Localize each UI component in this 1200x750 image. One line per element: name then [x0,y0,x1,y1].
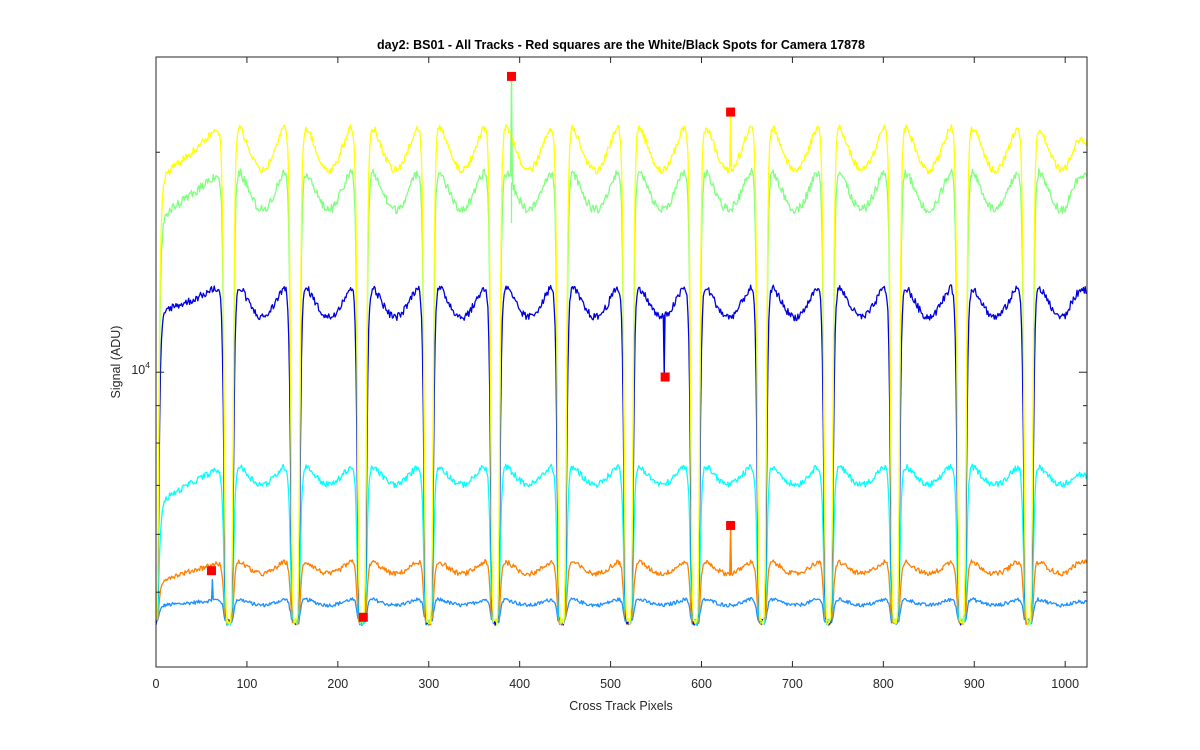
bad-pixel-marker [206,566,216,576]
axes-box [155,56,1088,668]
bad-pixel-marker [506,71,516,81]
chart-title: day2: BS01 - All Tracks - Red squares ar… [377,38,865,52]
x-tick-label: 900 [964,677,985,691]
x-tick-label: 1000 [1051,677,1079,691]
series-line [156,284,1087,626]
series-line [156,579,1087,626]
bad-pixel-marker [726,107,736,117]
x-tick-label: 800 [873,677,894,691]
bad-pixel-marker [660,372,670,382]
bad-pixel-marker [358,612,368,622]
x-axis: 0 100 200 300 400 500 600 700 800 900 1000 [153,57,1079,691]
y-axis-label: Signal (ADU) [109,326,123,399]
x-tick-label: 600 [691,677,712,691]
x-tick-label: 100 [236,677,257,691]
series-line [156,111,1087,626]
series-line [156,463,1087,626]
x-tick-label: 300 [418,677,439,691]
x-tick-label: 700 [782,677,803,691]
series-line [156,75,1087,626]
x-axis-label: Cross Track Pixels [569,699,673,713]
x-tick-label: 200 [327,677,348,691]
marker-layer [206,71,736,622]
x-tick-label: 0 [153,677,160,691]
y-tick-exponent: 4 [145,360,150,370]
bad-pixel-marker [726,520,736,530]
series-line [156,525,1087,626]
y-axis [156,151,1087,593]
x-tick-label: 400 [509,677,530,691]
x-tick-label: 500 [600,677,621,691]
y-tick-label-1e4: 104 [131,360,150,377]
series-layer [156,75,1087,626]
y-tick-base: 10 [131,363,145,377]
